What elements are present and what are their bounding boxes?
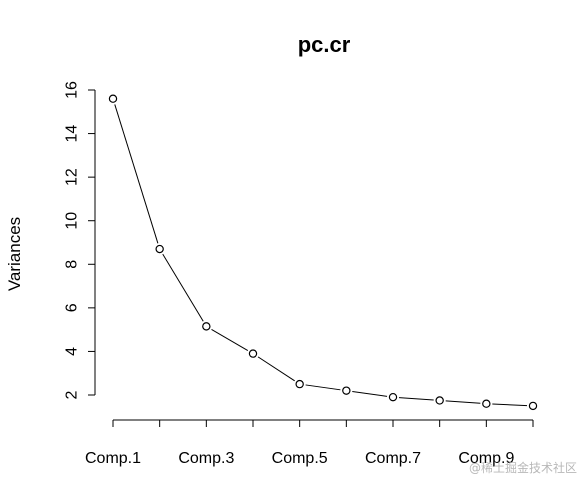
y-tick-label: 10 — [64, 212, 81, 230]
y-axis-label: Variances — [5, 217, 24, 291]
y-tick-label: 12 — [64, 168, 81, 186]
data-point-comp-8 — [435, 396, 444, 405]
x-tick-label: Comp.1 — [85, 450, 141, 467]
series-segment — [257, 356, 295, 382]
x-tick-label: Comp.9 — [458, 450, 514, 467]
x-tick-label: Comp.7 — [365, 450, 421, 467]
data-point-comp-1 — [108, 94, 118, 103]
series-segment — [114, 104, 159, 244]
watermark: @稀土掘金技术社区 — [468, 461, 577, 475]
y-tick-label: 8 — [64, 260, 81, 269]
series-segment — [398, 397, 434, 401]
series-segment — [305, 384, 341, 391]
chart-title: pc.cr — [298, 32, 351, 57]
y-tick-label: 14 — [64, 125, 81, 143]
series-line — [108, 94, 538, 411]
y-tick-label: 2 — [64, 390, 81, 399]
y-tick-label: 6 — [64, 303, 81, 312]
data-point-comp-10 — [528, 401, 538, 411]
x-tick-label: Comp.5 — [272, 450, 328, 467]
series-segment — [445, 400, 481, 404]
y-tick-label: 4 — [64, 347, 81, 356]
data-point-comp-5 — [295, 379, 304, 389]
y-tick-label: 16 — [64, 81, 81, 99]
series-segment — [352, 390, 388, 397]
data-point-comp-4 — [248, 349, 258, 358]
series-segment — [162, 253, 204, 322]
data-point-comp-6 — [342, 386, 351, 395]
data-point-comp-9 — [482, 399, 491, 408]
y-axis: 2 4 6 8 10 12 14 16 — [64, 81, 96, 399]
x-axis: Comp.1 Comp.3 Comp.5 Comp.7 Comp.9 — [85, 419, 534, 467]
x-tick-label: Comp.3 — [178, 450, 234, 467]
series-segment — [492, 403, 528, 407]
data-point-comp-3 — [202, 322, 211, 331]
data-point-comp-7 — [388, 392, 398, 402]
data-point-comp-2 — [155, 244, 164, 254]
series-segment — [211, 328, 249, 352]
